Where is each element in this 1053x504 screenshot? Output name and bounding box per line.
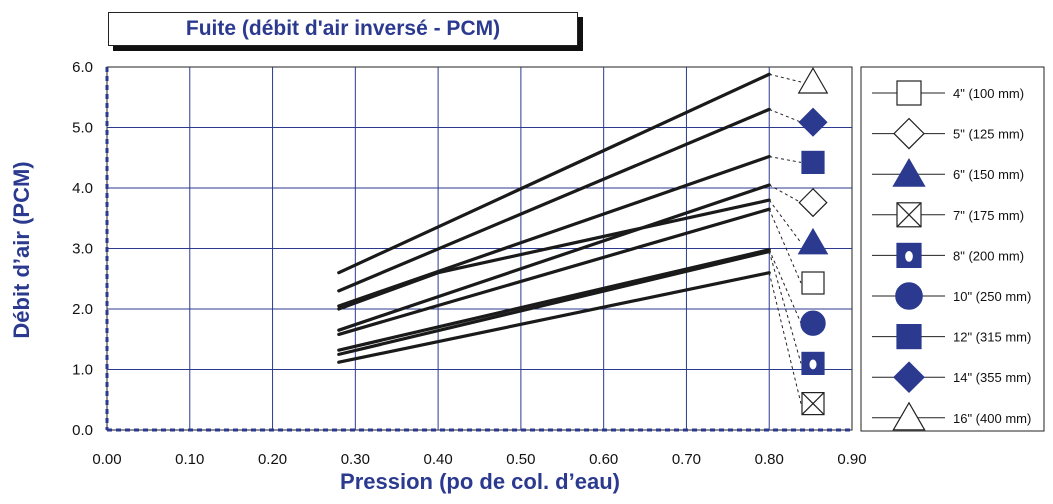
marker-leader-line [769, 73, 802, 83]
marker-leader-line [768, 249, 802, 324]
x-axis-label: Pression (po de col. d’eau) [340, 469, 620, 494]
series-line [337, 154, 771, 308]
legend-item: 7" (175 mm) [872, 202, 1024, 228]
series-end-marker [801, 271, 825, 295]
series-lines [337, 72, 771, 364]
legend-label: 10" (250 mm) [953, 289, 1031, 304]
legend-item: 6" (150 mm) [872, 158, 1024, 187]
series-end-markers [768, 67, 829, 416]
y-tick-label: 6.0 [72, 59, 93, 76]
legend-marker [892, 401, 926, 431]
legend-marker [896, 242, 922, 268]
legend-label: 4" (100 mm) [953, 86, 1024, 101]
y-tick-label: 1.0 [72, 362, 93, 379]
legend-label: 6" (150 mm) [953, 167, 1024, 182]
x-tick-label: 0.60 [589, 451, 618, 468]
series-end-marker [801, 351, 825, 375]
legend-marker [896, 80, 922, 106]
axis-ticks: 0.00 0.10 0.20 0.30 0.40 0.50 0.60 0.70 0.80 0.90… [72, 59, 866, 468]
marker-leader-line [768, 199, 802, 244]
legend-item: 16" (400 mm) [872, 401, 1031, 431]
legend-item: 4" (100 mm) [872, 80, 1024, 106]
series-line [337, 249, 771, 356]
x-tick-label: 0.30 [341, 451, 370, 468]
x-tick-label: 0.10 [175, 451, 204, 468]
series-end-marker [798, 188, 828, 218]
series-end-marker [800, 310, 826, 336]
series-line [337, 107, 771, 293]
marker-leader-line [768, 251, 802, 364]
series-end-marker [798, 107, 828, 137]
x-tick-label: 0.50 [506, 451, 535, 468]
series-end-marker [797, 227, 829, 255]
x-tick-label: 0.90 [837, 451, 866, 468]
legend: 4" (100 mm) 5" (125 mm) 6" (150 mm) 7" (175… [860, 66, 1045, 432]
legend-item: 5" (125 mm) [872, 117, 1024, 150]
x-tick-label: 0.80 [755, 451, 784, 468]
legend-label: 8" (200 mm) [953, 248, 1024, 263]
legend-marker [893, 117, 925, 150]
legend-label: 5" (125 mm) [953, 127, 1024, 142]
legend-item: 12" (315 mm) [872, 324, 1031, 350]
legend-item: 14" (355 mm) [872, 361, 1031, 394]
legend-item: 10" (250 mm) [872, 282, 1031, 310]
series-line [337, 248, 771, 352]
marker-leader-line [769, 108, 802, 123]
series-end-marker [801, 150, 825, 174]
legend-box [860, 66, 1045, 432]
x-tick-label: 0.20 [258, 451, 287, 468]
series-end-marker [797, 67, 829, 94]
y-tick-label: 2.0 [72, 301, 93, 318]
y-tick-label: 0.0 [72, 422, 93, 439]
series-line [337, 207, 771, 337]
x-tick-label: 0.00 [92, 451, 121, 468]
chart-title-box: Fuite (débit d'air inversé - PCM) [108, 12, 578, 46]
legend-marker [896, 202, 922, 228]
marker-leader-line [768, 272, 802, 404]
series-line [337, 271, 771, 364]
legend-marker [893, 361, 925, 394]
series-line [337, 72, 771, 275]
y-tick-label: 5.0 [72, 120, 93, 137]
marker-leader-line [768, 208, 802, 284]
legend-marker [895, 282, 923, 310]
series-end-marker [801, 392, 825, 416]
series-line [337, 198, 771, 311]
chart-title: Fuite (débit d'air inversé - PCM) [185, 17, 501, 40]
marker-leader-line [768, 184, 802, 204]
x-tick-label: 0.40 [424, 451, 453, 468]
y-tick-label: 3.0 [72, 241, 93, 258]
legend-item: 8" (200 mm) [872, 242, 1024, 268]
legend-label: 7" (175 mm) [953, 208, 1024, 223]
legend-label: 14" (355 mm) [953, 370, 1031, 385]
y-tick-label: 4.0 [72, 180, 93, 197]
series-line [337, 183, 771, 332]
legend-label: 16" (400 mm) [953, 411, 1031, 426]
x-tick-label: 0.70 [672, 451, 701, 468]
marker-leader-line [769, 156, 802, 163]
legend-marker [896, 324, 922, 350]
legend-marker [892, 158, 926, 187]
legend-label: 12" (315 mm) [953, 330, 1031, 345]
